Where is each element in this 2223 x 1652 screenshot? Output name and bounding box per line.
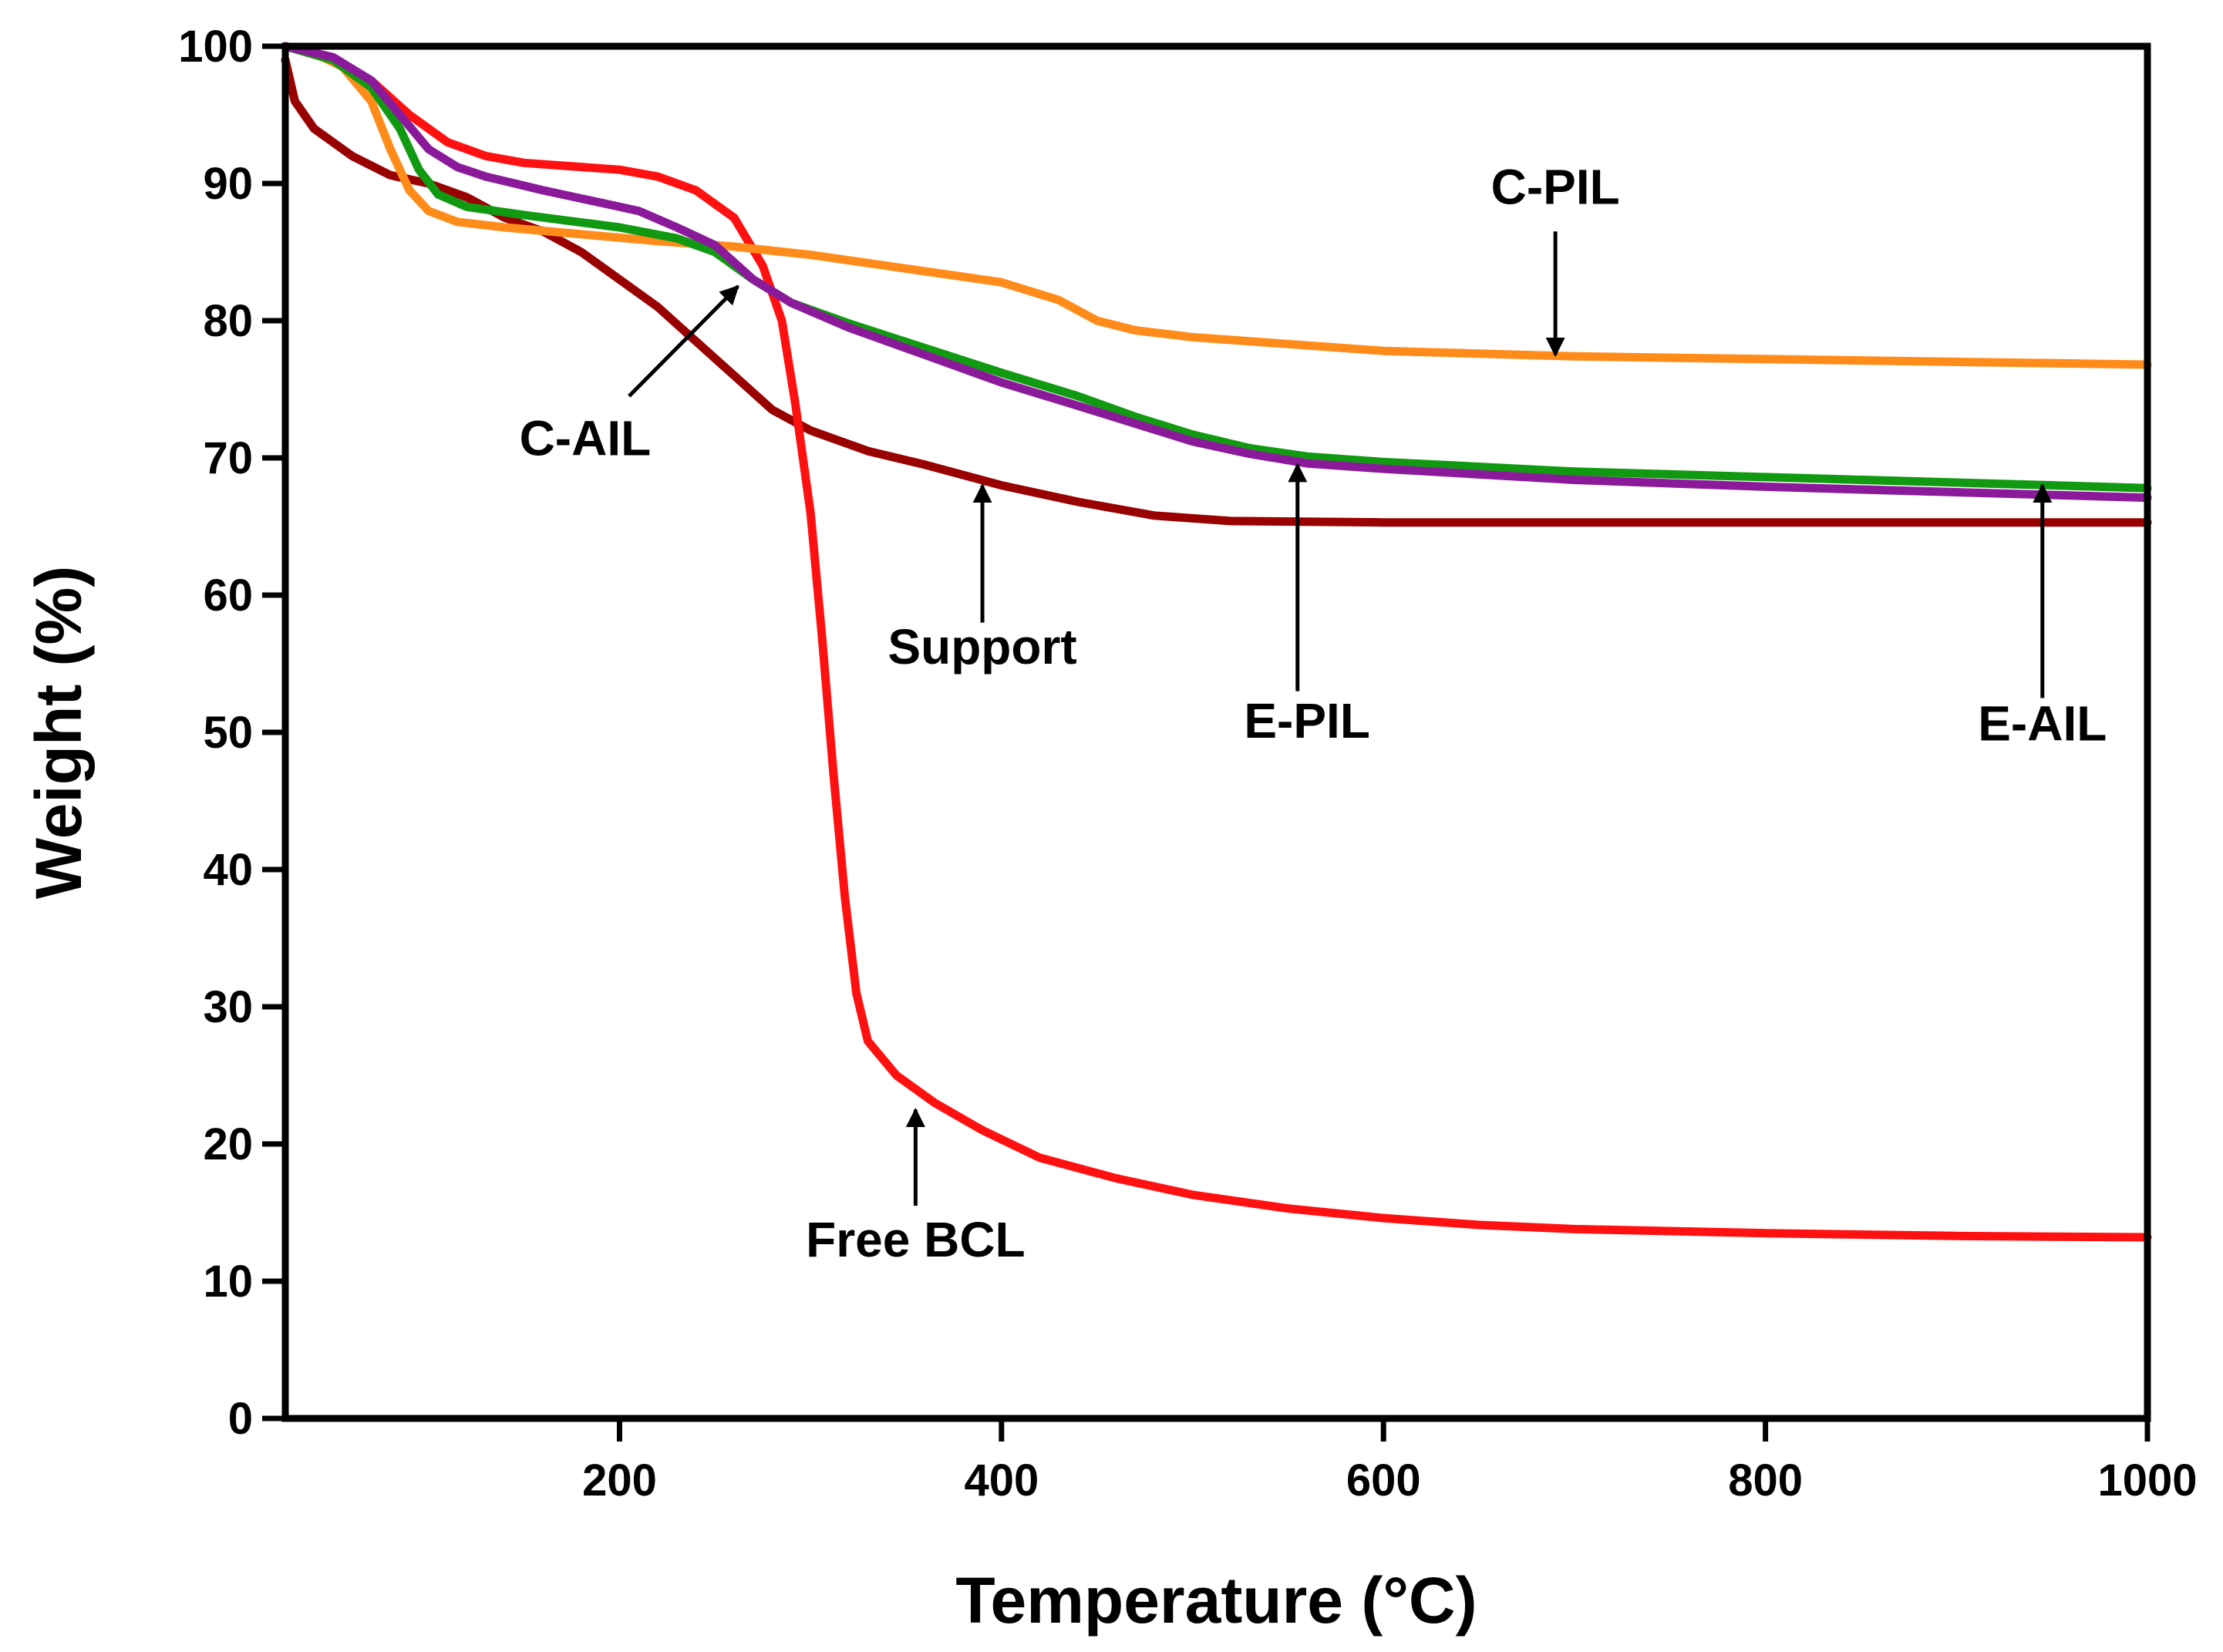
x-tick-label: 400	[964, 1455, 1039, 1506]
y-tick-label: 10	[203, 1257, 253, 1307]
y-tick-label: 100	[178, 22, 253, 72]
annotation-arrow-c-ail	[628, 284, 739, 398]
annotation-label-c-pil: C-PIL	[1491, 160, 1620, 215]
annotation-label-free-bcl: Free BCL	[806, 1212, 1026, 1267]
y-tick-label: 60	[203, 570, 253, 621]
series-line-c-pil	[281, 42, 2152, 369]
y-tick-label: 20	[203, 1119, 253, 1169]
y-tick-label: 0	[228, 1394, 253, 1444]
y-axis-title: Weight (%)	[22, 566, 95, 899]
y-tick-label: 30	[203, 982, 253, 1032]
x-axis-title: Temperature (°C)	[955, 1564, 1477, 1637]
x-tick-label: 800	[1728, 1455, 1803, 1506]
x-tick-label: 600	[1346, 1455, 1421, 1506]
series-line-free-bcl	[281, 42, 2152, 1242]
annotation-layer: C-AIL Support E-PIL E-AIL C-PIL Free BCL	[520, 160, 2107, 1267]
annotation-label-e-pil: E-PIL	[1244, 693, 1370, 749]
y-tick-label: 80	[203, 296, 253, 346]
annotation-label-c-ail: C-AIL	[520, 410, 652, 466]
tick-layer: 0 10 20 30 40 50 60 70 80 90 100 200 400 600 800 1000	[178, 22, 2197, 1506]
x-tick-label: 1000	[2097, 1455, 2197, 1506]
x-tick-label: 200	[582, 1455, 657, 1506]
y-tick-label: 70	[203, 433, 253, 483]
annotation-label-e-ail: E-AIL	[1978, 696, 2107, 752]
annotation-label-support: Support	[888, 619, 1076, 675]
series-layer	[281, 42, 2152, 1242]
series-line-e-pil	[281, 42, 2152, 503]
y-tick-label: 90	[203, 159, 253, 209]
y-tick-label: 40	[203, 845, 253, 895]
y-tick-label: 50	[203, 708, 253, 758]
